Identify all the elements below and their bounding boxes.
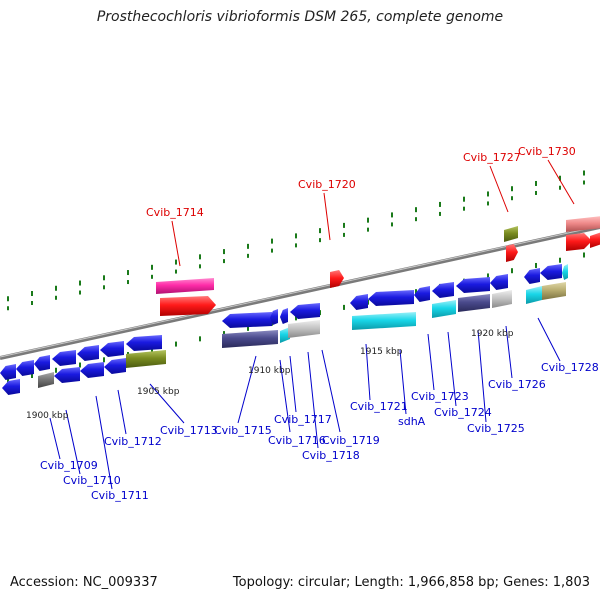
leader-line xyxy=(365,343,371,401)
gene-label[interactable]: Cvib_1727 xyxy=(463,151,521,164)
gene-label[interactable]: Cvib_1723 xyxy=(411,390,469,403)
label-leader-lines xyxy=(49,159,575,490)
gene-arrow[interactable] xyxy=(280,327,290,343)
scale-label-1905: 1905 kbp xyxy=(137,387,180,397)
gene-arrow[interactable] xyxy=(562,264,568,280)
leader-line xyxy=(323,192,331,241)
topology-text: Topology: circular; Length: 1,966,858 bp… xyxy=(232,575,590,590)
leader-line xyxy=(447,331,457,407)
leader-line xyxy=(279,359,291,433)
leader-line xyxy=(399,349,407,415)
gene-arrow[interactable] xyxy=(490,274,508,290)
gene-label[interactable]: Cvib_1724 xyxy=(434,406,492,419)
leader-line xyxy=(505,325,513,379)
gene-arrow[interactable] xyxy=(126,335,162,351)
gene-label[interactable]: Cvib_1721 xyxy=(350,400,408,413)
gene-arrow[interactable] xyxy=(566,233,592,251)
leader-line xyxy=(537,317,561,362)
leader-line xyxy=(289,355,297,413)
gene-arrow[interactable] xyxy=(542,282,566,300)
gene-arrow[interactable] xyxy=(100,341,124,357)
gene-arrow[interactable] xyxy=(77,345,99,361)
leader-line xyxy=(171,220,181,267)
gene-arrow[interactable] xyxy=(38,372,54,388)
gene-arrow[interactable] xyxy=(222,330,278,348)
leader-line xyxy=(149,383,185,424)
gene-label[interactable]: Cvib_1713 xyxy=(160,424,218,437)
gene-label[interactable]: Cvib_1710 xyxy=(63,474,121,487)
leader-line xyxy=(427,333,435,391)
gene-label[interactable]: Cvib_1730 xyxy=(518,145,576,158)
gene-arrow[interactable] xyxy=(222,312,272,328)
genome-title: Prosthecochloris vibrioformis DSM 265, c… xyxy=(96,9,504,25)
gene-label[interactable]: Cvib_1726 xyxy=(488,378,546,391)
gene-arrow[interactable] xyxy=(458,294,490,312)
gene-arrow[interactable] xyxy=(566,216,600,232)
gene-label[interactable]: Cvib_1712 xyxy=(104,435,162,448)
leader-line xyxy=(237,355,257,424)
gene-arrow[interactable] xyxy=(524,268,540,284)
gene-arrow[interactable] xyxy=(16,360,34,376)
gene-arrow[interactable] xyxy=(104,358,126,374)
gene-arrow[interactable] xyxy=(330,270,344,288)
gene-label[interactable]: Cvib_1728 xyxy=(541,361,599,374)
scale-label-1920: 1920 kbp xyxy=(471,329,514,339)
gene-arrow[interactable] xyxy=(34,355,50,371)
leader-line xyxy=(477,329,487,423)
scale-label-1910: 1910 kbp xyxy=(248,366,291,376)
leader-line xyxy=(49,417,61,460)
leader-line xyxy=(65,409,81,475)
gene-arrow[interactable] xyxy=(432,282,454,298)
gene-arrow[interactable] xyxy=(0,364,16,380)
gene-arrow[interactable] xyxy=(2,379,20,395)
gene-arrow[interactable] xyxy=(432,300,456,318)
gene-arrow[interactable] xyxy=(504,226,518,242)
gene-arrow[interactable] xyxy=(126,350,166,368)
gene-arrow[interactable] xyxy=(52,350,76,366)
leader-line xyxy=(95,395,113,490)
gene-label[interactable]: sdhA xyxy=(398,415,426,428)
gene-shapes xyxy=(0,216,600,395)
gene-arrow[interactable] xyxy=(540,264,562,280)
gene-label[interactable]: Cvib_1720 xyxy=(298,178,356,191)
gene-label[interactable]: Cvib_1716 xyxy=(268,434,326,447)
gene-label[interactable]: Cvib_1709 xyxy=(40,459,98,472)
gene-arrow[interactable] xyxy=(290,303,320,319)
gene-arrow[interactable] xyxy=(156,278,214,294)
gene-arrow[interactable] xyxy=(280,308,288,324)
gene-arrow[interactable] xyxy=(270,309,278,325)
gene-label[interactable]: Cvib_1718 xyxy=(302,449,360,462)
gene-label[interactable]: Cvib_1725 xyxy=(467,422,525,435)
gene-arrow[interactable] xyxy=(350,294,368,310)
genome-backbone xyxy=(0,225,600,360)
gene-arrow[interactable] xyxy=(80,362,104,378)
gene-label[interactable]: Cvib_1715 xyxy=(214,424,272,437)
leader-line xyxy=(321,349,341,433)
gene-arrow[interactable] xyxy=(288,320,320,338)
gene-arrow[interactable] xyxy=(456,277,490,293)
gene-label[interactable]: Cvib_1719 xyxy=(322,434,380,447)
gene-arrow[interactable] xyxy=(590,232,600,248)
gene-arrow[interactable] xyxy=(54,367,80,383)
leader-line xyxy=(307,351,319,449)
scale-label-1900: 1900 kbp xyxy=(26,411,69,421)
gene-arrow[interactable] xyxy=(506,244,518,262)
gene-arrow[interactable] xyxy=(492,290,512,308)
gene-arrow[interactable] xyxy=(526,286,542,304)
scale-label-1915: 1915 kbp xyxy=(360,347,403,357)
accession-text: Accession: NC_009337 xyxy=(10,575,158,590)
leader-line xyxy=(117,389,127,435)
gene-label[interactable]: Cvib_1714 xyxy=(146,206,204,219)
gene-label[interactable]: Cvib_1711 xyxy=(91,489,149,502)
gene-arrow[interactable] xyxy=(368,290,414,306)
gene-label[interactable]: Cvib_1717 xyxy=(274,413,332,426)
leader-line xyxy=(547,159,575,205)
gene-arrow[interactable] xyxy=(352,312,416,330)
leader-line xyxy=(489,165,509,213)
gene-arrow[interactable] xyxy=(414,286,430,302)
gene-arrow[interactable] xyxy=(160,296,216,316)
genome-backbone-highlight xyxy=(0,225,600,358)
